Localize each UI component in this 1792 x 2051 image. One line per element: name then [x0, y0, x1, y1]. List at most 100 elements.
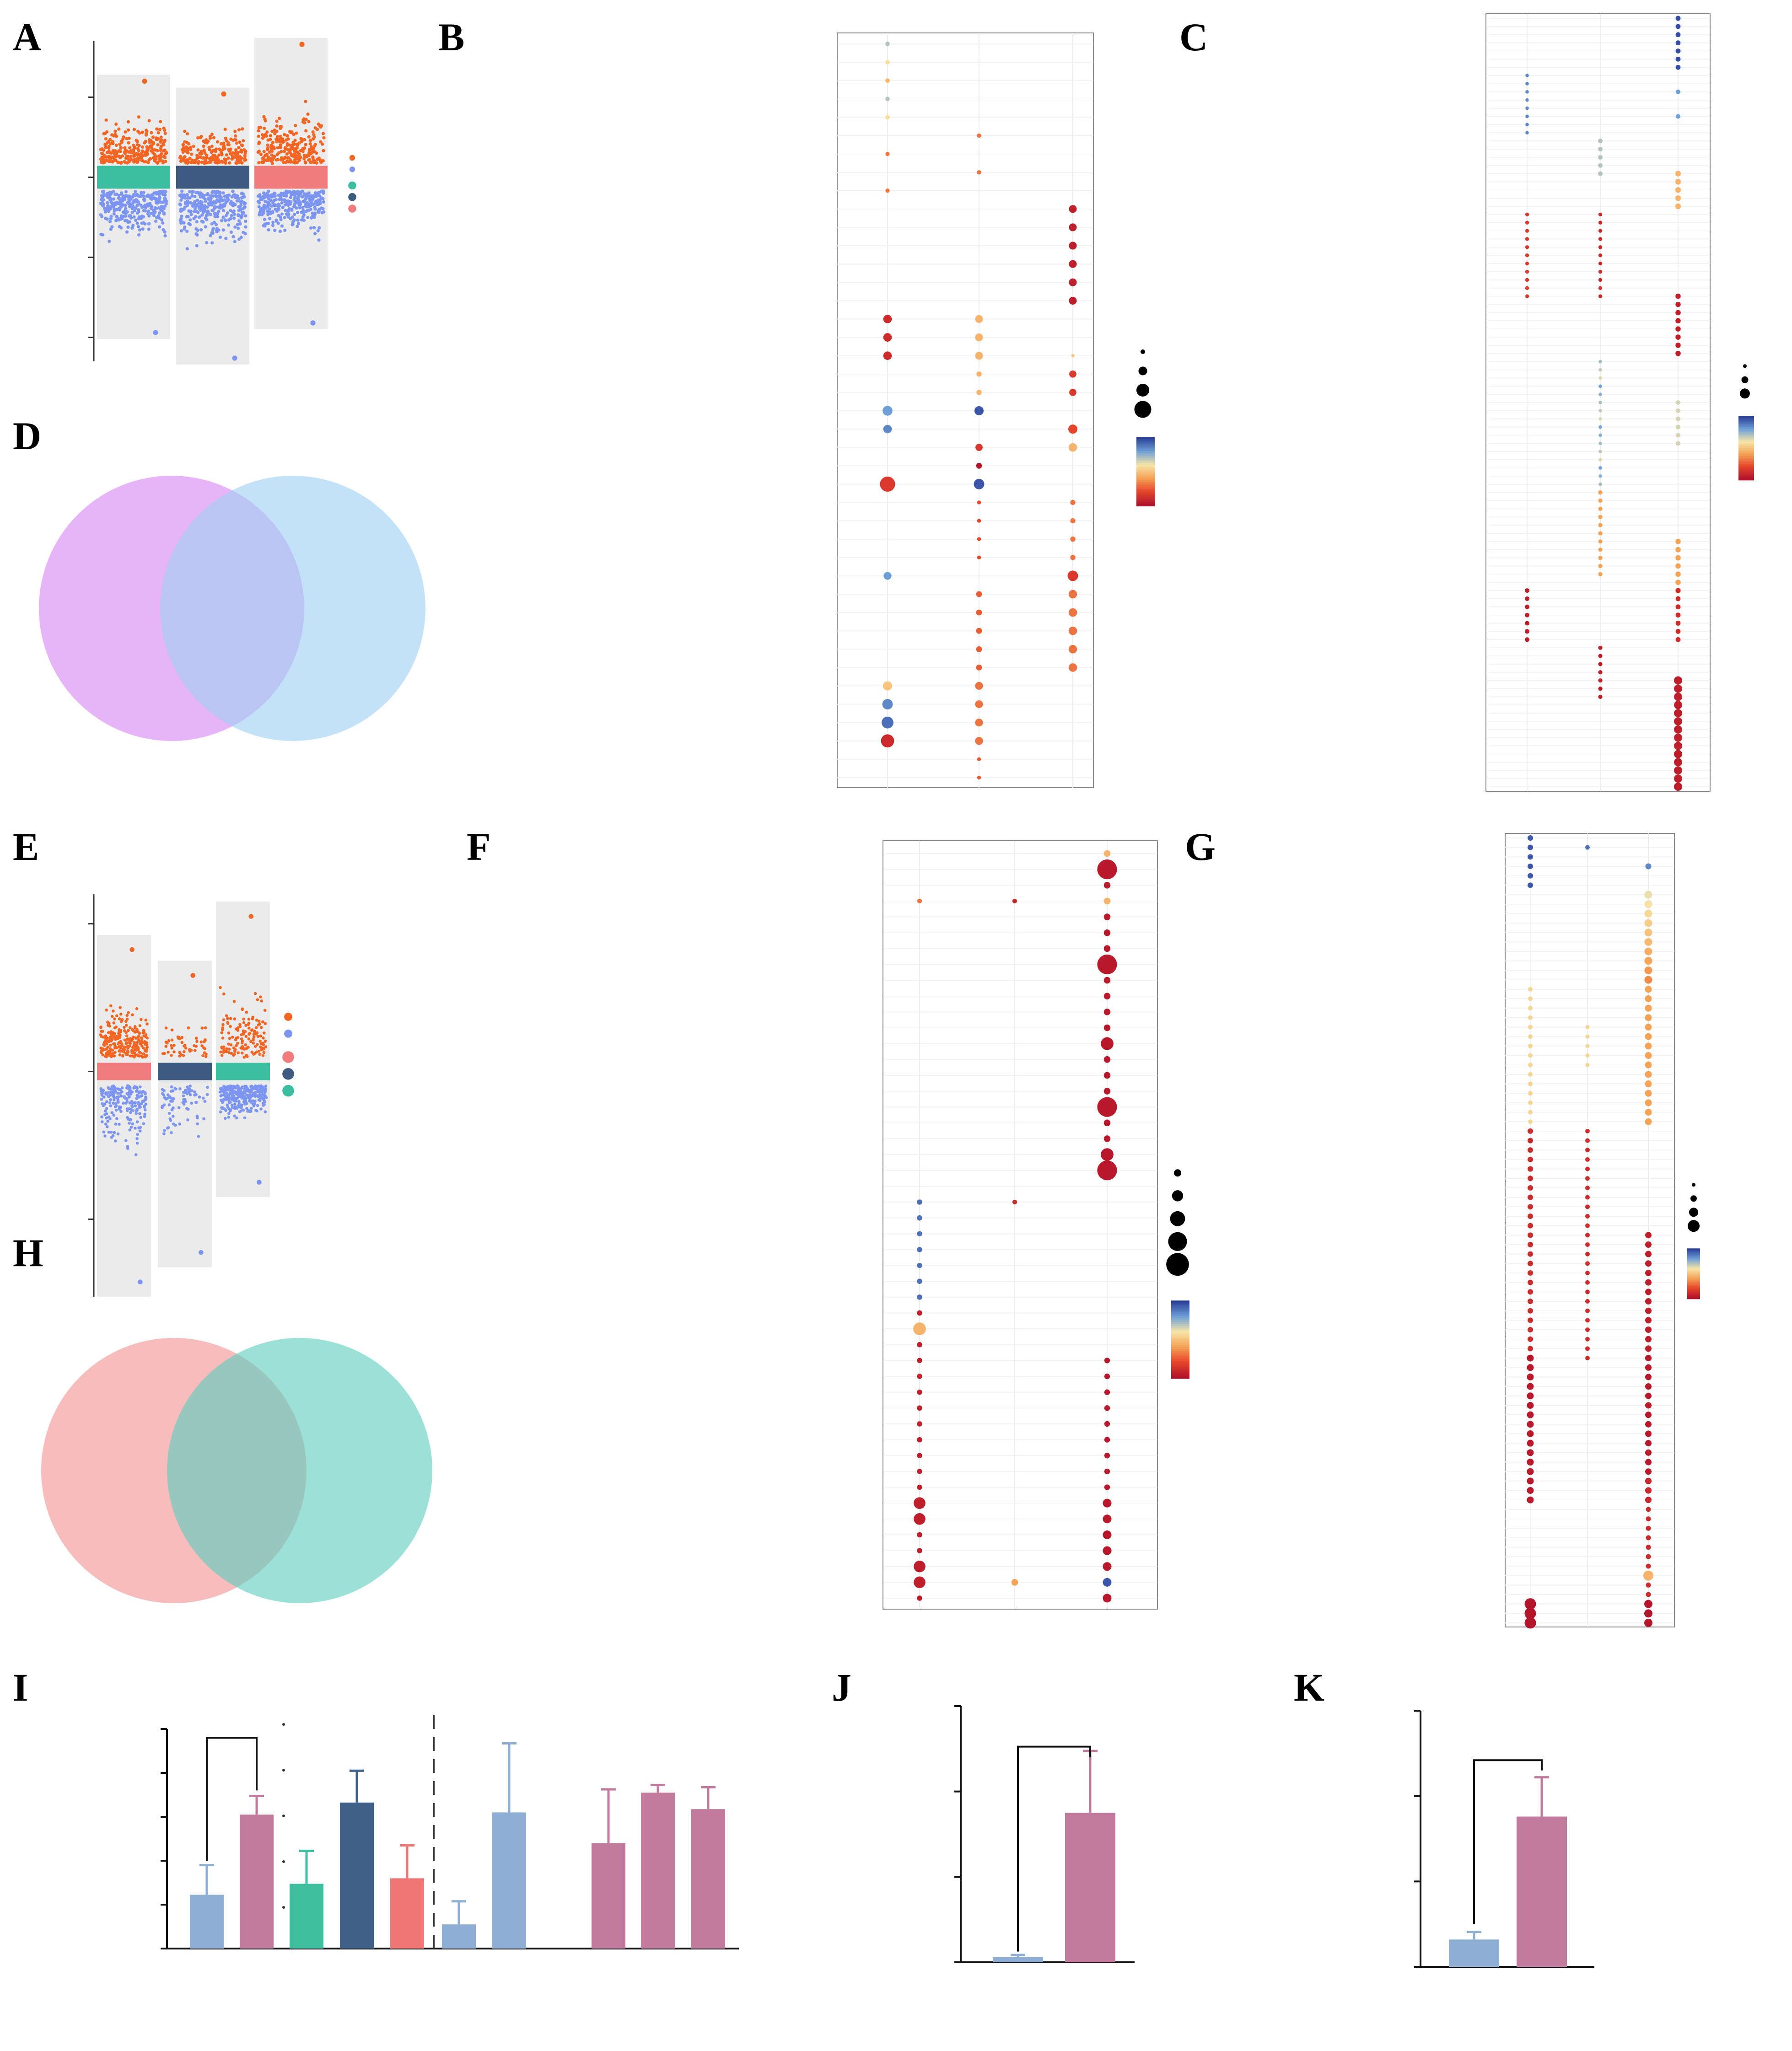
down-point: [266, 213, 270, 216]
down-point: [131, 201, 135, 205]
up-point: [158, 128, 161, 131]
up-point: [170, 1054, 173, 1057]
legend-gradient-step: [1687, 1261, 1700, 1263]
up-point: [299, 137, 303, 140]
up-point: [303, 121, 307, 125]
term-point: [1528, 1166, 1533, 1172]
up-point: [161, 159, 165, 163]
term-point: [1103, 1009, 1111, 1015]
legend-down-marker: [349, 166, 355, 172]
up-point: [242, 1029, 245, 1033]
term-point: [1585, 1025, 1590, 1029]
down-point: [191, 189, 195, 193]
term-point: [977, 775, 981, 780]
term-point: [1528, 1346, 1533, 1352]
down-point: [225, 199, 228, 203]
down-point: [244, 1085, 248, 1088]
down-point: [313, 211, 317, 215]
term-point: [1097, 859, 1117, 880]
venn-set-2: [167, 1338, 432, 1603]
up-point: [230, 157, 234, 161]
down-point: [222, 1107, 226, 1111]
up-point: [105, 1042, 108, 1046]
down-point: [121, 194, 125, 198]
down-point: [167, 1126, 170, 1129]
divider-dot: [282, 1769, 285, 1772]
down-point: [238, 1110, 242, 1113]
legend-gradient-step: [1171, 1370, 1189, 1373]
term-point: [1598, 409, 1602, 413]
term-point: [1676, 416, 1680, 421]
term-point: [1644, 957, 1652, 965]
up-point: [178, 156, 182, 160]
legend-down-marker: [284, 1029, 292, 1038]
legend-gradient-step: [1171, 1357, 1189, 1359]
term-point: [1585, 1138, 1590, 1143]
up-point: [238, 1023, 242, 1026]
legend-gradient-step: [1171, 1337, 1189, 1340]
down-point: [224, 236, 228, 240]
legend-gradient-step: [1136, 499, 1155, 501]
term-point: [1598, 253, 1603, 258]
down-point: [124, 204, 127, 207]
legend-gradient-step: [1171, 1324, 1189, 1326]
down-point: [309, 202, 313, 205]
legend-size-marker: [1690, 1195, 1697, 1202]
up-point: [132, 160, 136, 164]
term-point: [1675, 596, 1681, 601]
legend-size-marker: [1743, 364, 1747, 368]
legend-gradient-step: [1687, 1294, 1700, 1296]
up-point: [211, 156, 215, 160]
up-point: [252, 1035, 256, 1038]
down-point: [242, 205, 247, 209]
down-point: [169, 1100, 172, 1103]
up-point: [137, 156, 140, 160]
up-point: [142, 1052, 145, 1056]
up-point: [112, 1009, 115, 1013]
legend-gradient-step: [1687, 1275, 1700, 1277]
down-point: [101, 1091, 105, 1094]
down-point: [194, 1093, 198, 1096]
up-point: [217, 147, 221, 151]
term-point: [1674, 750, 1682, 758]
up-point: [221, 145, 225, 149]
down-point: [232, 355, 237, 361]
term-point: [1585, 1053, 1590, 1058]
down-point: [161, 1092, 164, 1095]
up-point: [183, 155, 187, 159]
up-point: [215, 156, 218, 159]
up-point: [112, 1021, 116, 1025]
term-point: [1527, 1421, 1534, 1428]
up-point: [288, 151, 292, 155]
down-point: [274, 218, 278, 222]
down-point: [257, 1084, 260, 1088]
down-point: [233, 1102, 237, 1106]
up-point: [264, 1039, 267, 1043]
up-point: [248, 914, 253, 919]
up-point: [127, 1011, 130, 1015]
down-point: [305, 194, 309, 198]
down-point: [185, 1107, 188, 1110]
panel-label-B: B: [438, 15, 464, 59]
down-point: [282, 194, 285, 198]
legend-gradient-step: [1171, 1366, 1189, 1369]
term-point: [1645, 1468, 1652, 1475]
down-point: [114, 1122, 118, 1126]
down-point: [142, 204, 146, 208]
legend-gradient-step: [1738, 461, 1754, 463]
term-point: [1675, 310, 1681, 316]
term-point: [1070, 537, 1076, 542]
down-point: [258, 1088, 261, 1092]
down-point: [184, 200, 188, 204]
down-point: [135, 1120, 139, 1124]
up-point: [200, 1026, 204, 1030]
down-point: [194, 1101, 198, 1104]
legend-gradient-step: [1738, 465, 1754, 468]
up-point: [99, 1026, 102, 1029]
down-point: [134, 190, 137, 193]
up-point: [113, 1017, 116, 1020]
down-point: [123, 211, 126, 215]
legend-gradient-step: [1738, 441, 1754, 444]
down-point: [139, 216, 143, 220]
term-point: [1103, 1578, 1112, 1587]
